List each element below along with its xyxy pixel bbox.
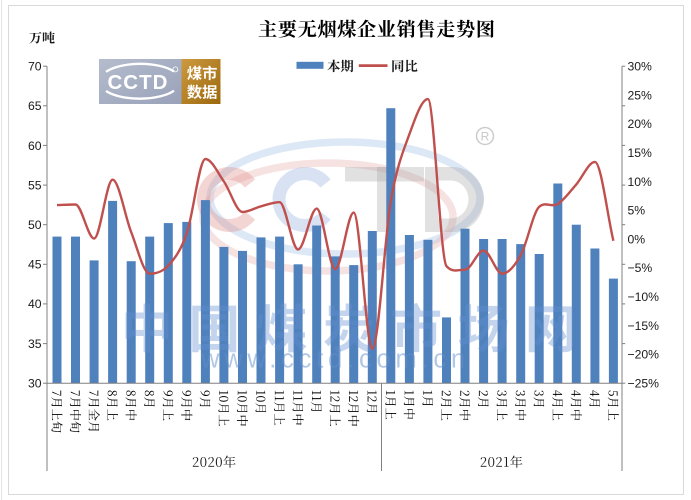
svg-text:−10%: −10% xyxy=(628,290,660,304)
svg-text:−20%: −20% xyxy=(628,348,660,362)
svg-text:−15%: −15% xyxy=(628,319,660,333)
svg-text:40: 40 xyxy=(28,297,42,311)
svg-text:CCTD: CCTD xyxy=(108,71,169,94)
svg-text:R: R xyxy=(481,130,490,144)
svg-text:15%: 15% xyxy=(628,146,653,160)
svg-text:65: 65 xyxy=(28,99,42,113)
svg-text:www.cctd.com.cn: www.cctd.com.cn xyxy=(200,346,470,374)
svg-text:50: 50 xyxy=(28,218,42,232)
svg-text:60: 60 xyxy=(28,139,42,153)
svg-text:10%: 10% xyxy=(628,175,653,189)
svg-text:30%: 30% xyxy=(628,60,653,74)
svg-text:70: 70 xyxy=(28,60,42,74)
svg-text:25%: 25% xyxy=(628,88,653,102)
svg-text:−25%: −25% xyxy=(628,377,660,391)
svg-text:20%: 20% xyxy=(628,117,653,131)
svg-text:35: 35 xyxy=(28,337,42,351)
svg-text:5%: 5% xyxy=(628,204,646,218)
svg-text:−5%: −5% xyxy=(628,261,653,275)
svg-text:30: 30 xyxy=(28,377,42,391)
svg-text:0%: 0% xyxy=(628,232,646,246)
svg-text:55: 55 xyxy=(28,178,42,192)
svg-text:45: 45 xyxy=(28,258,42,272)
